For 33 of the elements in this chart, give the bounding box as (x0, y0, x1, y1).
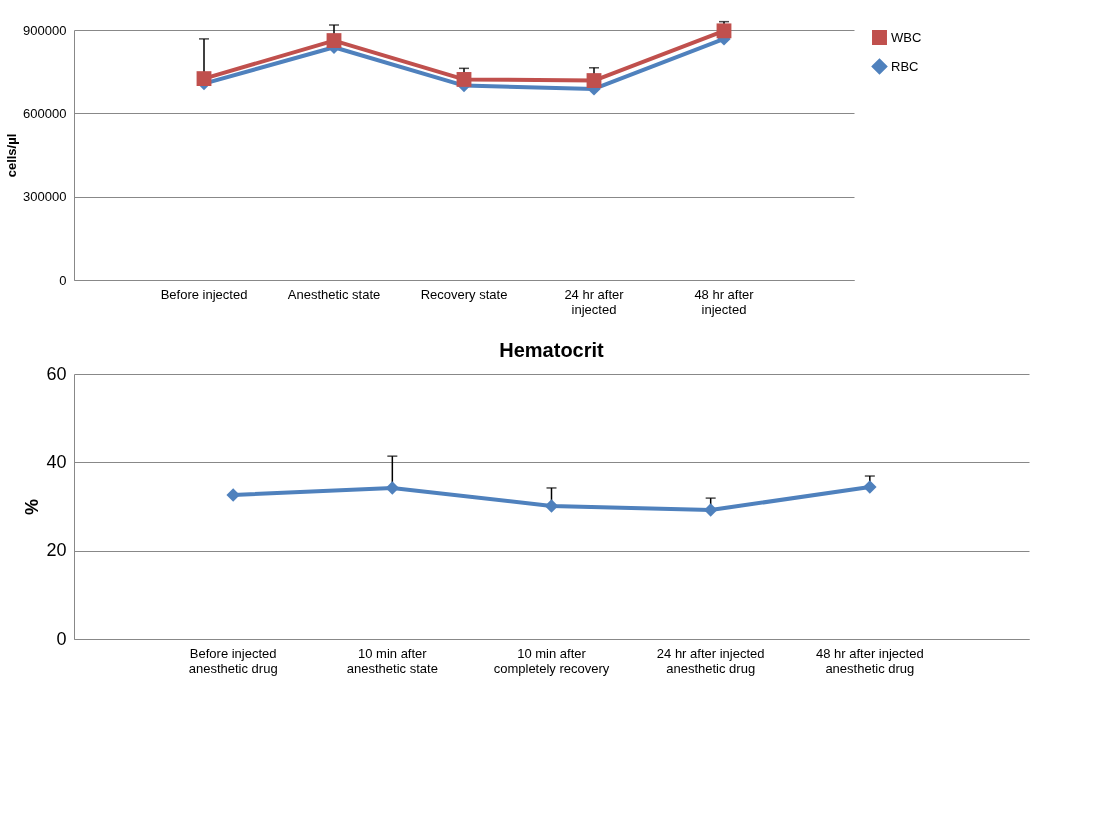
x-tick-label: 10 min after anesthetic state (346, 645, 438, 676)
y-tick-label: 60 (46, 363, 67, 384)
y-tick-label: 0 (59, 272, 67, 288)
legend-label: WBC (891, 29, 922, 45)
x-tick-label: Before injected (160, 286, 248, 302)
point (456, 72, 472, 87)
point (544, 499, 559, 513)
y-tick-label: 900000 (23, 22, 67, 38)
point (863, 480, 877, 494)
y-tick-label: 20 (46, 540, 67, 561)
chart-title: Hematocrit (499, 339, 605, 361)
point (385, 481, 400, 495)
point (196, 71, 212, 87)
point (703, 503, 718, 517)
point (586, 73, 602, 88)
legend-label: RBC (891, 58, 919, 74)
x-tick-label: 48 hr after injected anesthetic drug (815, 645, 924, 676)
point (226, 488, 240, 502)
y-tick-label: 0 (56, 628, 67, 649)
x-tick-label: Anesthetic state (287, 286, 381, 302)
y-tick-label: 40 (46, 451, 67, 472)
x-tick-label: 10 min after completely recovery (493, 645, 610, 676)
y-tick-label: 300000 (23, 189, 67, 205)
x-tick-label: Recovery state (420, 286, 508, 302)
x-tick-label: 24 hr after injected anesthetic drug (656, 645, 765, 676)
x-tick-label: 24 hr after injected (564, 286, 625, 317)
y-axis-title: % (22, 498, 43, 516)
x-tick-label: Before injected anesthetic drug (188, 645, 278, 676)
y-tick-label: 600000 (23, 105, 67, 121)
point (326, 33, 342, 48)
point (716, 23, 732, 39)
x-tick-label: 48 hr after injected (694, 286, 755, 317)
y-axis-title: cells/µl (4, 133, 20, 178)
